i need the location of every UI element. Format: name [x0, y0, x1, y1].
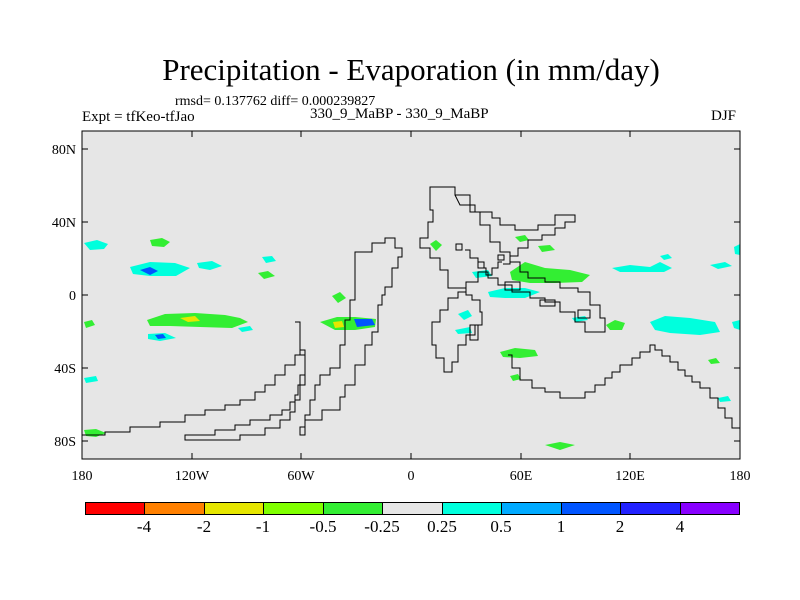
cyan-patch-east-edge — [734, 244, 740, 255]
outline-americas — [299, 237, 403, 436]
green-patch-east-pacific-north — [258, 271, 275, 279]
rmsd-diff-stats: rmsd= 0.137762 diff= 0.000239827 — [175, 94, 376, 109]
outline-australia — [508, 344, 740, 429]
cyan-patch-south-pacific-east — [650, 316, 720, 335]
cyan-patch-north-pacific — [84, 240, 108, 250]
y-axis-labels: 80N 40N 0 40S 80S — [52, 143, 76, 450]
cyan-patch-mid-pacific — [197, 261, 222, 270]
colorbar — [85, 502, 740, 515]
x-tick-label: 60E — [510, 469, 533, 484]
y-tick-label: 40S — [54, 362, 76, 377]
colorbar-label: 0.5 — [490, 517, 512, 536]
green-patch-southern-ocean — [545, 442, 575, 450]
x-tick-label: 60W — [287, 469, 315, 484]
x-tick-label: 120W — [175, 469, 210, 484]
axis-ticks — [81, 131, 741, 459]
colorbar-segment — [204, 503, 265, 514]
cyan-patch-west-pacific-small — [660, 254, 672, 260]
x-tick-label: 0 — [408, 469, 415, 484]
cyan-patch-pacific-tip — [238, 326, 253, 332]
colorbar-segment — [264, 503, 324, 514]
colorbar-segment — [323, 503, 384, 514]
colorbar-segment — [442, 503, 503, 514]
x-tick-label: 180 — [72, 469, 93, 484]
outline-madagascar — [469, 324, 479, 341]
colorbar-segment — [145, 503, 205, 514]
y-tick-label: 0 — [69, 289, 76, 304]
cases-label: 330_9_MaBP - 330_9_MaBP — [310, 106, 489, 122]
cyan-patch-far-west-south — [84, 376, 98, 383]
y-tick-label: 80S — [54, 435, 76, 450]
x-axis-labels: 180 120W 60W 0 60E 120E 180 — [72, 469, 751, 484]
colorbar-segment — [383, 503, 443, 514]
continent-outlines — [82, 186, 740, 441]
outline-south-america-inner — [184, 321, 306, 441]
cyan-patch-indian-ocean — [488, 288, 540, 298]
yellow-patch-south-pacific — [180, 316, 200, 322]
y-tick-label: 40N — [52, 216, 76, 231]
map-title: Precipitation - Evaporation (in mm/day) — [162, 52, 660, 87]
colorbar-label: 0.25 — [427, 517, 457, 536]
outline-islands — [455, 243, 591, 319]
colorbar-label: 2 — [615, 517, 625, 536]
green-patch-africa-small — [515, 235, 529, 242]
colorbar-label: 4 — [675, 517, 685, 536]
y-tick-label: 80N — [52, 143, 76, 158]
cyan-patch-east-pacific — [262, 256, 276, 263]
yellow-patch-south-america — [333, 321, 344, 328]
green-patch-atlantic-small — [332, 292, 346, 303]
cyan-patch-east-edge-south — [732, 320, 740, 330]
outline-inner-asia-details — [465, 249, 502, 276]
map-background — [82, 131, 740, 459]
green-patch-south-indian-small — [510, 374, 521, 381]
experiment-label: Expt = tfKeo-tfJao — [82, 109, 195, 125]
season-label: DJF — [711, 108, 737, 124]
green-patch-africa-north — [430, 240, 442, 251]
green-patch-north-pacific — [150, 238, 170, 247]
outline-eurasia-east — [454, 194, 576, 265]
colorbar-segment — [680, 503, 739, 514]
colorbar-segment — [86, 503, 146, 514]
colorbar-label: -0.25 — [364, 517, 400, 536]
x-tick-label: 180 — [730, 469, 751, 484]
colorbar-label: -0.5 — [309, 517, 337, 536]
outline-antarctic-coast — [82, 354, 300, 436]
colorbar-segment — [502, 503, 562, 514]
blue-patch-south-pacific — [155, 334, 166, 339]
colorbar-label: -4 — [136, 517, 152, 536]
outline-eurasia-africa — [419, 186, 606, 373]
x-tick-label: 120E — [615, 469, 645, 484]
colorbar-label: 1 — [556, 517, 566, 536]
colorbar-segment — [561, 503, 622, 514]
colorbar-label: -1 — [255, 517, 271, 536]
cyan-patch-far-east — [710, 262, 732, 269]
cyan-patch-west-pacific — [612, 262, 672, 272]
cyan-patch-far-southeast — [718, 396, 731, 402]
green-patch-far-west — [84, 320, 95, 328]
precip-anomaly-patches — [84, 235, 740, 450]
green-patch-far-east-south — [708, 358, 720, 364]
green-patch-australia — [606, 320, 625, 330]
blue-patch-south-america — [354, 319, 375, 327]
green-patch-arabia — [538, 245, 555, 252]
blue-patch-central-pacific — [140, 267, 158, 275]
cyan-patch-east-africa — [455, 327, 472, 334]
colorbar-segment — [621, 503, 681, 514]
colorbar-label: -2 — [196, 517, 212, 536]
cyan-patch-madagascar — [458, 310, 472, 320]
